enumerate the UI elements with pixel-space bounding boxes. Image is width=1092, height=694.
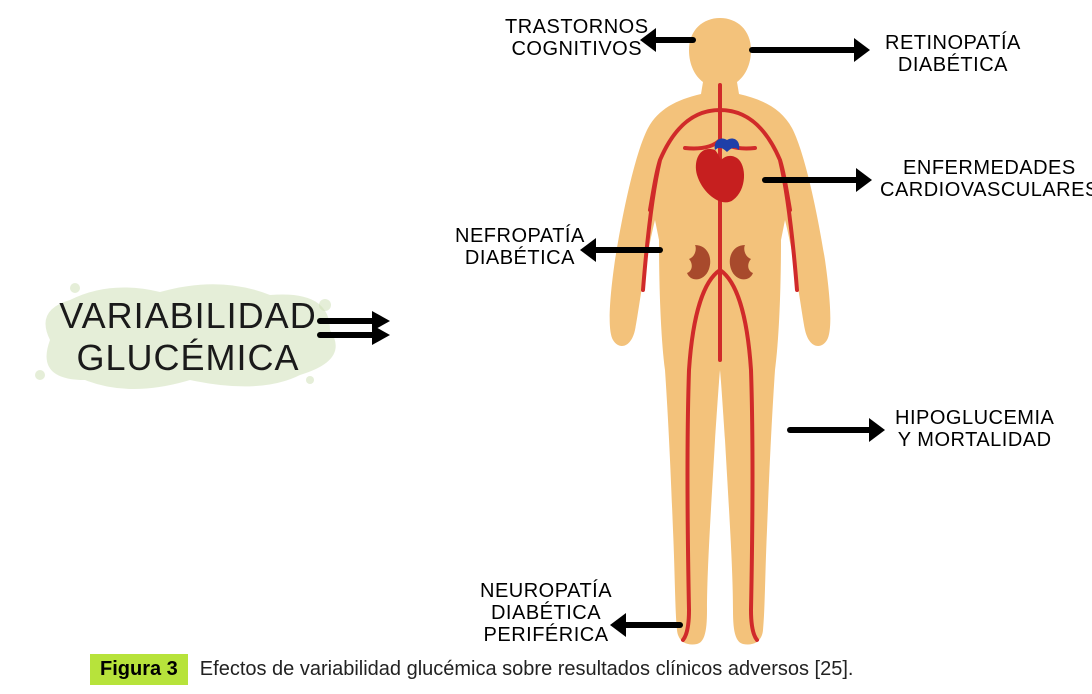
- arrow-trastornos-icon: [620, 20, 713, 60]
- arrow-nefro-icon: [560, 230, 680, 270]
- annotation-retinopatia: RETINOPATÍADIABÉTICA: [885, 32, 1021, 76]
- annotation-cardio-line1: CARDIOVASCULARES: [880, 179, 1092, 201]
- annotation-hipo: HIPOGLUCEMIAY MORTALIDAD: [895, 407, 1054, 451]
- arrow-cardio-icon: [745, 160, 892, 200]
- arrow-hipo-icon: [770, 410, 905, 450]
- arrow-retinopatia-icon: [732, 30, 890, 70]
- title-arrow-icon: [300, 308, 410, 348]
- caption-text: Efectos de variabilidad glucémica sobre …: [200, 658, 854, 681]
- annotation-hipo-line1: Y MORTALIDAD: [895, 429, 1054, 451]
- annotation-neuro-line0: NEUROPATÍA: [480, 580, 612, 602]
- annotation-retinopatia-line1: DIABÉTICA: [885, 54, 1021, 76]
- annotation-retinopatia-line0: RETINOPATÍA: [885, 32, 1021, 54]
- caption-tag: Figura 3: [90, 654, 188, 685]
- figure-caption: Figura 3 Efectos de variabilidad glucémi…: [90, 654, 1090, 684]
- arrow-neuro-icon: [590, 605, 700, 645]
- main-title: VARIABILIDAD GLUCÉMICA: [58, 295, 318, 379]
- title-line1: VARIABILIDAD: [58, 295, 318, 337]
- diagram-stage: VARIABILIDAD GLUCÉMICA Figura 3 Efectos …: [0, 0, 1092, 694]
- annotation-cardio-line0: ENFERMEDADES: [880, 157, 1092, 179]
- title-line2: GLUCÉMICA: [58, 337, 318, 379]
- human-body-icon: [565, 10, 875, 650]
- annotation-hipo-line0: HIPOGLUCEMIA: [895, 407, 1054, 429]
- annotation-cardio: ENFERMEDADESCARDIOVASCULARES: [880, 157, 1092, 201]
